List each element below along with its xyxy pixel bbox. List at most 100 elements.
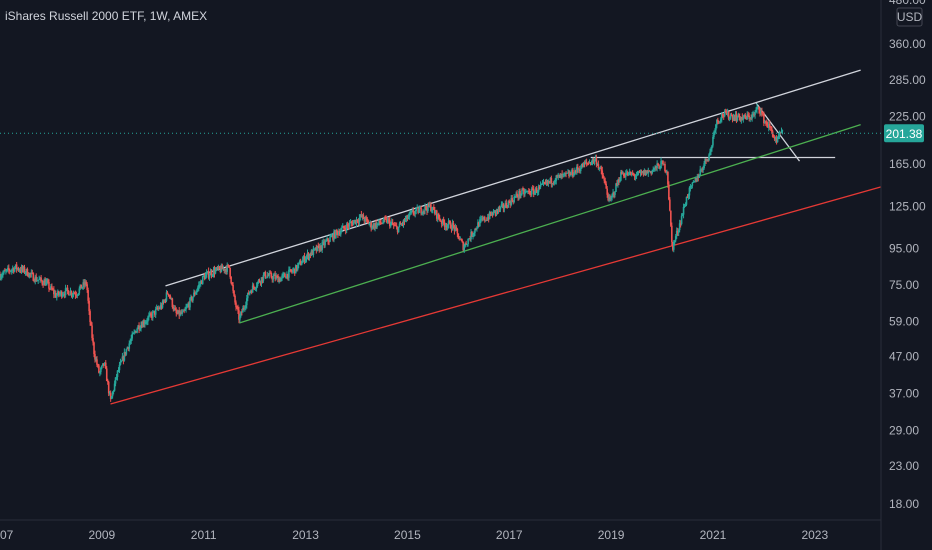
- time-tick-label: 2007: [0, 528, 14, 542]
- candle-body: [759, 109, 761, 114]
- candle-body: [543, 182, 546, 184]
- candle-body: [289, 269, 291, 271]
- candle-body: [287, 273, 289, 278]
- candle-body: [691, 182, 694, 186]
- candle-body: [590, 162, 593, 165]
- candle-body: [764, 121, 766, 124]
- candle-body: [472, 234, 474, 237]
- candle-body: [456, 228, 459, 234]
- candle-body: [514, 196, 516, 198]
- candle-body: [544, 182, 547, 184]
- candle-body: [119, 361, 122, 365]
- candle-body: [773, 136, 776, 140]
- candle-body: [120, 360, 123, 362]
- candle-body: [473, 232, 475, 235]
- candle-body: [183, 310, 185, 312]
- candle-body: [599, 167, 602, 169]
- candle-body: [150, 314, 153, 318]
- candle-body: [200, 281, 203, 284]
- candle-body: [481, 218, 483, 220]
- candle-body: [686, 196, 689, 198]
- candle-body: [396, 226, 399, 233]
- candle-body: [562, 174, 564, 175]
- currency-badge[interactable]: [896, 7, 923, 27]
- time-tick-label: 2009: [88, 528, 115, 542]
- trendline[interactable]: [165, 69, 861, 287]
- candle-body: [220, 265, 223, 273]
- candle-body: [492, 210, 495, 216]
- candle-body: [102, 363, 104, 366]
- candle-body: [45, 281, 47, 286]
- candle-body: [675, 230, 678, 237]
- candle-body: [554, 180, 557, 183]
- candle-body: [760, 111, 762, 114]
- candle-body: [563, 173, 565, 175]
- candle-body: [364, 217, 367, 222]
- candle-body: [203, 275, 206, 280]
- candle-body: [300, 263, 303, 266]
- candle-body: [147, 317, 149, 322]
- candle-body: [412, 210, 415, 214]
- candle-body: [34, 276, 37, 282]
- candle-body: [738, 113, 741, 118]
- candle-body: [633, 174, 636, 177]
- trendline[interactable]: [239, 124, 861, 324]
- candle-body: [623, 173, 625, 177]
- candle-body: [355, 219, 358, 224]
- candle-body: [417, 207, 419, 213]
- candle-body: [231, 282, 233, 285]
- candle-body: [553, 182, 556, 184]
- candle-body: [367, 220, 370, 224]
- candle-body: [58, 293, 61, 295]
- candle-body: [41, 280, 43, 284]
- candle-body: [108, 393, 111, 394]
- trendlines[interactable]: [110, 69, 882, 405]
- candle-body: [173, 307, 176, 310]
- candle-body: [212, 269, 215, 276]
- candle-body: [109, 393, 112, 400]
- candle-body: [584, 161, 587, 164]
- candle-body: [748, 115, 750, 119]
- candle-body: [94, 354, 96, 360]
- candle-body: [617, 179, 619, 186]
- candle-body: [249, 290, 252, 292]
- candle-body: [693, 181, 696, 183]
- candle-body: [306, 253, 309, 257]
- candle-body: [193, 292, 195, 298]
- candle-body: [579, 168, 582, 172]
- candle-body: [247, 292, 250, 295]
- candle-body: [695, 178, 698, 182]
- time-axis[interactable]: 2007 2009 2011 2013 2015 2017 2019 2021 2023: [0, 528, 828, 542]
- candle-body: [770, 127, 773, 132]
- candle-body: [704, 158, 706, 164]
- candle-body: [187, 304, 189, 306]
- candle-body: [210, 271, 213, 276]
- candle-body: [112, 390, 115, 392]
- candle-body: [643, 170, 646, 176]
- candle-body: [323, 241, 325, 246]
- candle-body: [747, 114, 750, 116]
- candle-body: [202, 275, 205, 277]
- candle-body: [449, 222, 452, 229]
- candle-body: [451, 223, 454, 230]
- candle-body: [196, 290, 198, 293]
- price-tick-label: 165.00: [889, 157, 926, 171]
- candle-body: [280, 277, 282, 282]
- candle-body: [377, 223, 379, 225]
- candle-body: [188, 304, 190, 308]
- candle-body: [410, 211, 413, 213]
- candle-body: [722, 115, 725, 117]
- price-axis[interactable]: 480.00 360.00 285.00 225.00 165.00 125.00 95.0…: [889, 0, 926, 511]
- candle-body: [709, 151, 711, 155]
- candle-body: [293, 268, 296, 274]
- candle-body: [360, 214, 363, 217]
- trendline[interactable]: [110, 186, 882, 405]
- candle-body: [304, 258, 307, 262]
- candle-body: [317, 245, 320, 247]
- candle-body: [185, 307, 187, 310]
- candle-body: [63, 294, 66, 296]
- candle-body: [749, 117, 751, 119]
- price-tick-label: 29.00: [889, 424, 919, 438]
- candle-body: [493, 210, 496, 212]
